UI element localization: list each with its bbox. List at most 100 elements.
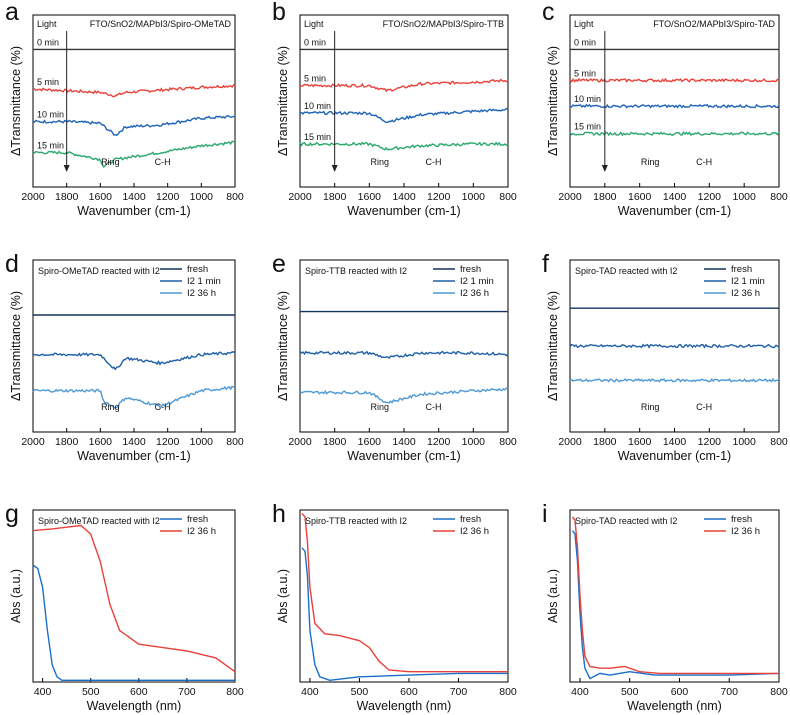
series-label: 0 min bbox=[37, 37, 59, 47]
arrow-head bbox=[331, 165, 338, 172]
x-axis-label: Wavelength (nm) bbox=[627, 699, 722, 713]
panel-d: d 2000 1800 1600 1400 1200 1000 800 Wavenumber (… bbox=[5, 250, 244, 463]
series-label: 5 min bbox=[304, 74, 326, 84]
x-tick-label: 600 bbox=[130, 686, 148, 698]
y-axis-label: ΔTransmittance (%) bbox=[9, 291, 23, 401]
series-label: 0 min bbox=[574, 37, 596, 47]
y-axis-label: ΔTransmittance (%) bbox=[546, 46, 560, 156]
series-line-1 bbox=[32, 524, 236, 673]
x-tick-label: 1000 bbox=[190, 436, 214, 448]
legend-entry: fresh bbox=[187, 514, 208, 525]
arrow-head bbox=[63, 165, 70, 172]
x-tick-label: 1600 bbox=[89, 436, 113, 448]
series-line-0 bbox=[301, 547, 508, 682]
legend-entry: fresh bbox=[460, 264, 481, 275]
sample-label: Spiro-OMeTAD reacted with I2 bbox=[38, 516, 160, 526]
panel-letter: i bbox=[542, 500, 548, 528]
series-label: 0 min bbox=[304, 37, 326, 47]
x-tick-label: 600 bbox=[671, 686, 689, 698]
x-tick-label: 800 bbox=[226, 436, 244, 448]
sample-label: FTO/SnO2/MAPbI3/Spiro-OMeTAD bbox=[90, 19, 232, 29]
y-axis-label: Abs (a.u.) bbox=[276, 569, 290, 623]
legend-entry: I2 36 h bbox=[731, 288, 760, 299]
x-tick-label: 1600 bbox=[628, 436, 652, 448]
x-tick-label: 1600 bbox=[628, 191, 652, 203]
light-label: Light bbox=[304, 19, 324, 29]
legend-entry: I2 36 h bbox=[187, 288, 216, 299]
x-tick-label: 800 bbox=[770, 191, 788, 203]
plot-frame bbox=[299, 14, 509, 188]
x-tick-label: 1200 bbox=[427, 436, 451, 448]
x-tick-label: 400 bbox=[301, 686, 319, 698]
x-tick-label: 2000 bbox=[21, 436, 45, 448]
panel-letter: f bbox=[542, 250, 549, 278]
x-tick-label: 2000 bbox=[288, 191, 312, 203]
panel-letter: d bbox=[5, 250, 19, 278]
x-axis-label: Wavenumber (cm-1) bbox=[77, 204, 190, 218]
x-tick-label: 1400 bbox=[392, 191, 416, 203]
legend-entry: I2 1 min bbox=[731, 276, 765, 287]
x-tick-label: 1600 bbox=[89, 191, 113, 203]
ring-annotation: Ring bbox=[641, 157, 660, 167]
x-tick-label: 1600 bbox=[358, 436, 382, 448]
sample-label: Spiro-TAD reacted with I2 bbox=[575, 266, 677, 276]
series-line-1 bbox=[569, 77, 780, 83]
legend-entry: I2 1 min bbox=[460, 276, 494, 287]
legend-entry: I2 36 h bbox=[731, 526, 760, 537]
ring-annotation: Ring bbox=[641, 402, 660, 412]
x-tick-label: 1800 bbox=[323, 436, 347, 448]
x-tick-label: 600 bbox=[400, 686, 418, 698]
x-tick-label: 1200 bbox=[698, 191, 722, 203]
series-label: 10 min bbox=[37, 110, 64, 120]
series-line-1 bbox=[32, 83, 236, 98]
x-axis-label: Wavelength (nm) bbox=[87, 699, 182, 713]
x-tick-label: 1800 bbox=[593, 436, 617, 448]
x-tick-label: 1800 bbox=[323, 191, 347, 203]
panel-letter: a bbox=[5, 0, 19, 26]
series-line-2 bbox=[569, 103, 780, 109]
legend-entry: fresh bbox=[731, 264, 752, 275]
ch-annotation: C-H bbox=[155, 157, 171, 167]
series-line-1 bbox=[571, 516, 779, 675]
legend-entry: I2 36 h bbox=[460, 526, 489, 537]
x-tick-label: 400 bbox=[571, 686, 589, 698]
x-tick-label: 700 bbox=[720, 686, 738, 698]
sample-label: Spiro-TAD reacted with I2 bbox=[575, 516, 677, 526]
sample-label: FTO/SnO2/MAPbI3/Spiro-TAD bbox=[653, 19, 775, 29]
series-label: 15 min bbox=[574, 122, 601, 132]
series-line-2 bbox=[569, 377, 780, 383]
legend-entry: I2 36 h bbox=[460, 288, 489, 299]
x-tick-label: 800 bbox=[499, 436, 517, 448]
y-axis-label: ΔTransmittance (%) bbox=[9, 46, 23, 156]
series-label: 5 min bbox=[37, 77, 59, 87]
panel-letter: c bbox=[542, 0, 555, 26]
legend-entry: fresh bbox=[187, 264, 208, 275]
x-tick-label: 2000 bbox=[21, 191, 45, 203]
x-tick-label: 800 bbox=[499, 191, 517, 203]
series-line-1 bbox=[569, 343, 780, 349]
panel-h: h 400 500 600 700 800 Wavelength (nm) Abs (a.u.… bbox=[272, 500, 517, 713]
series-line-2 bbox=[299, 387, 509, 404]
light-label: Light bbox=[37, 19, 57, 29]
x-axis-label: Wavenumber (cm-1) bbox=[77, 449, 190, 463]
series-line-3 bbox=[299, 141, 509, 151]
y-axis-label: ΔTransmittance (%) bbox=[546, 291, 560, 401]
x-axis-label: Wavenumber (cm-1) bbox=[618, 449, 731, 463]
ch-annotation: C-H bbox=[696, 157, 712, 167]
panel-f: f 2000 1800 1600 1400 1200 1000 800 Wavenumber (… bbox=[542, 250, 788, 463]
plot-frame bbox=[32, 14, 236, 188]
panel-i: i 400 500 600 700 800 Wavelength (nm) Abs (a.u.… bbox=[542, 500, 788, 713]
panel-letter: g bbox=[5, 500, 19, 528]
x-tick-label: 1400 bbox=[663, 436, 687, 448]
panel-b: b 2000 1800 1600 1400 1200 1000 800 Wavenumber (… bbox=[272, 0, 517, 218]
x-tick-label: 1800 bbox=[55, 191, 79, 203]
x-tick-label: 700 bbox=[450, 686, 468, 698]
plot-frame bbox=[32, 509, 236, 683]
legend-entry: I2 1 min bbox=[187, 276, 221, 287]
sample-label: FTO/SnO2/MAPbI3/Spiro-TTB bbox=[383, 19, 504, 29]
plot-frame bbox=[569, 509, 780, 683]
sample-label: Spiro-TTB reacted with I2 bbox=[305, 516, 407, 526]
x-tick-label: 1200 bbox=[698, 436, 722, 448]
x-tick-label: 1200 bbox=[427, 191, 451, 203]
x-tick-label: 1000 bbox=[462, 191, 486, 203]
